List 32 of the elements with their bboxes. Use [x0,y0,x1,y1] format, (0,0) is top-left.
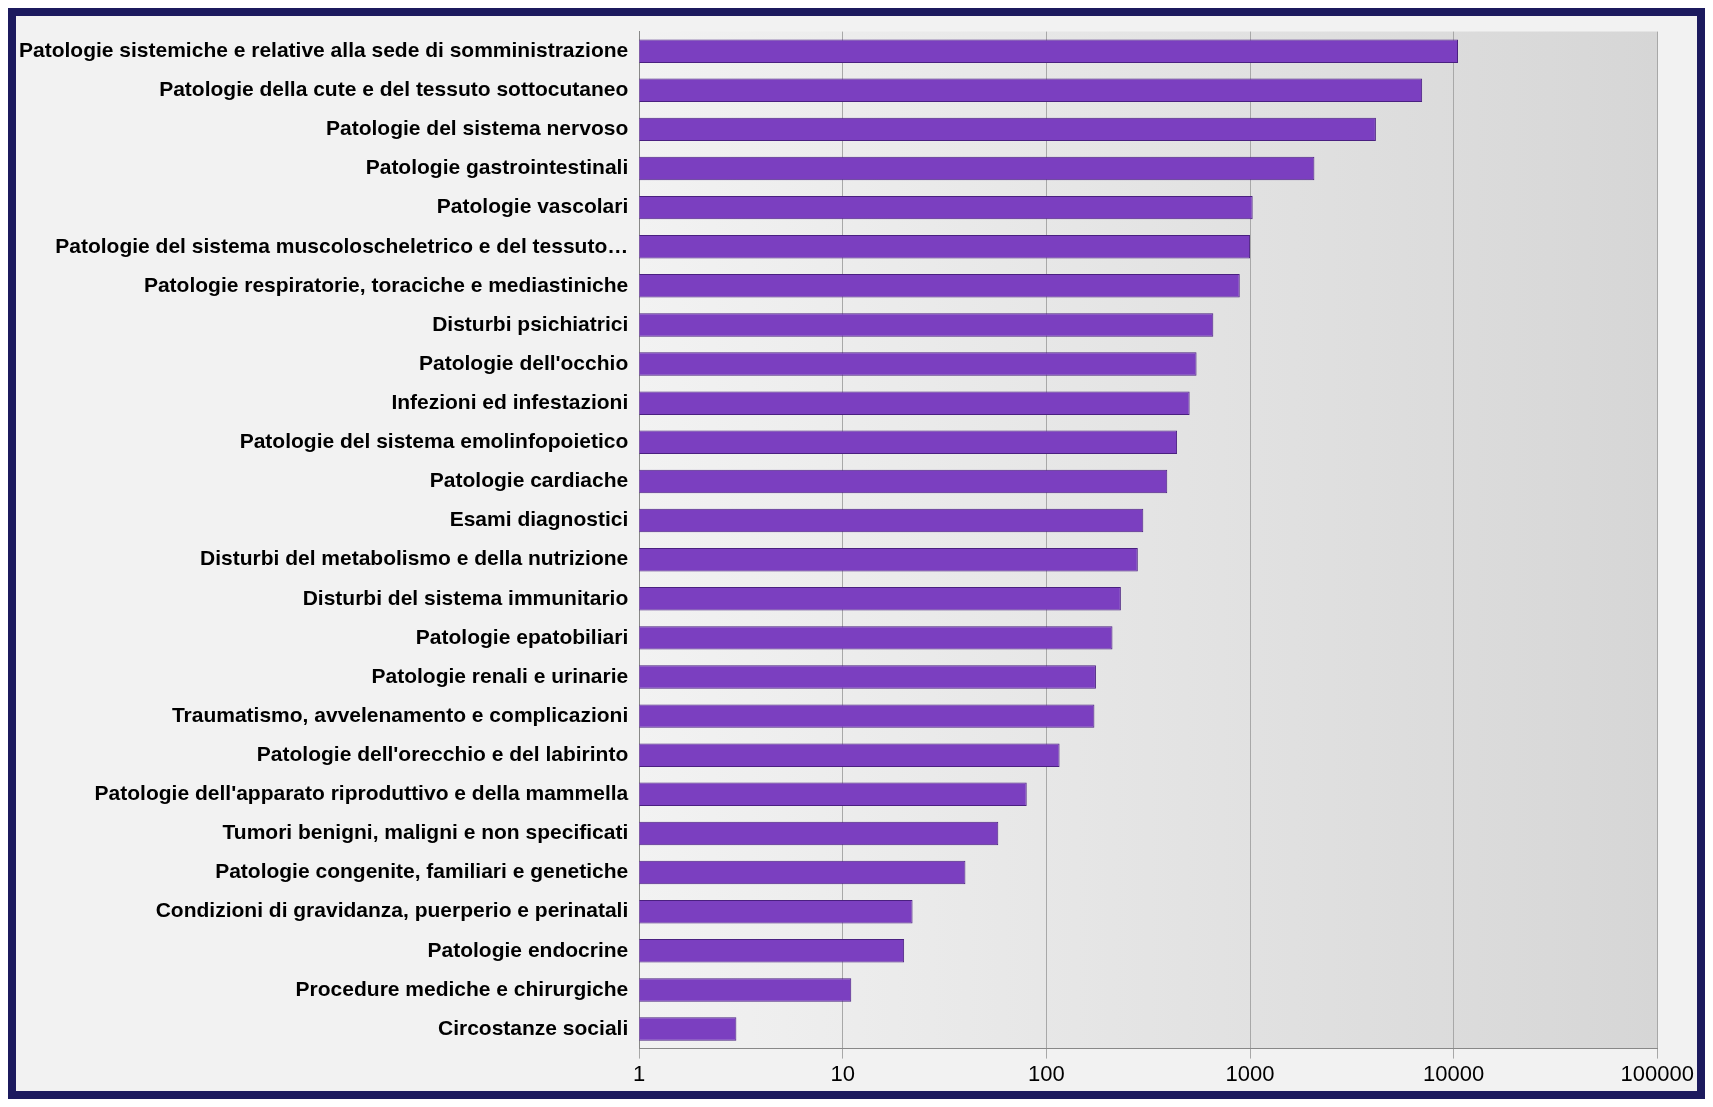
y-tick-label: Disturbi del sistema immunitario [302,585,629,609]
y-tick-label: Condizioni di gravidanza, puerperio e perinatali [155,898,629,922]
y-tick-label: Patologie della cute e del tessuto sottocutaneo [159,77,629,101]
y-tick-label: Patologie sistemiche e relative alla sede di somministrazione [18,37,629,61]
y-tick-label: Patologie endocrine [427,937,629,961]
y-tick-label: Esami diagnostici [449,507,629,531]
y-tick-label: Tumori benigni, maligni e non specificati [222,820,629,844]
x-tick-label: 10 [830,1060,856,1086]
x-tick-label: 10000 [1423,1060,1485,1086]
y-tick-label: Patologie del sistema nervoso [325,116,629,140]
y-tick-label: Patologie del sistema muscoloscheletrico e del tessuto… [55,233,629,257]
y-tick-label: Infezioni ed infestazioni [391,389,629,413]
y-tick-label: Patologie del sistema emolinfopoietico [239,429,629,453]
y-tick-label: Patologie vascolari [436,194,629,218]
y-tick-label: Traumatismo, avvelenamento e complicazioni [171,702,629,726]
y-tick-label: Disturbi psichiatrici [432,311,629,335]
y-tick-label: Circostanze sociali [437,1015,629,1039]
x-tick-label: 100000 [1620,1060,1694,1086]
y-tick-label: Patologie respiratorie, toraciche e mediastiniche [143,272,629,296]
y-tick-label: Patologie epatobiliari [415,624,629,648]
y-tick-label: Procedure mediche e chirurgiche [295,976,629,1000]
y-tick-label: Patologie dell'occhio [419,350,629,374]
y-tick-label: Patologie cardiache [429,468,629,492]
y-tick-label: Patologie dell'orecchio e del labirinto [256,742,629,766]
x-tick-label: 100 [1028,1060,1065,1086]
x-tick-label: 1000 [1225,1060,1275,1086]
y-tick-label: Patologie dell'apparato riproduttivo e della mammella [94,781,629,805]
y-tick-label: Patologie gastrointestinali [365,155,629,179]
y-tick-label: Patologie congenite, familiari e genetiche [215,859,629,883]
y-tick-label: Disturbi del metabolismo e della nutrizione [200,546,629,570]
x-tick-label: 1 [633,1060,646,1086]
y-tick-label: Patologie renali e urinarie [371,663,629,687]
